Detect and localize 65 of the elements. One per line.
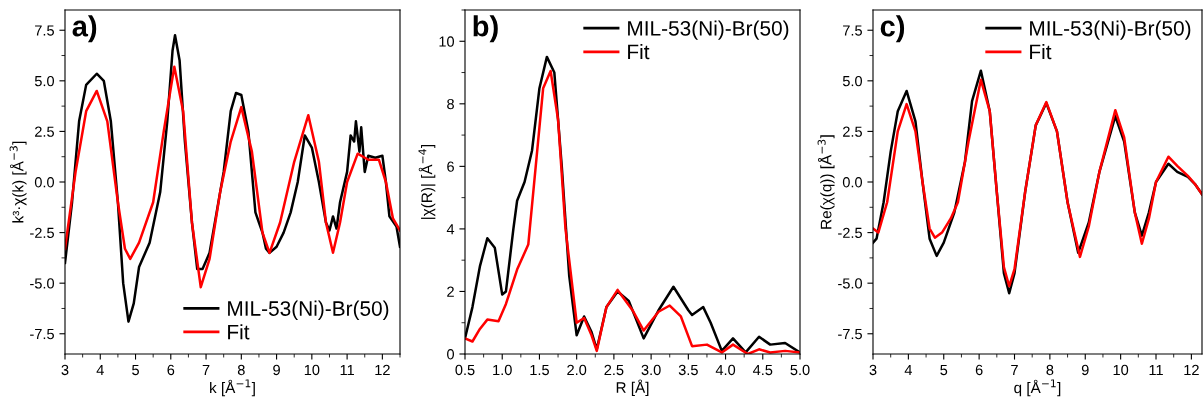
y-tick-label: 2.5	[35, 126, 54, 137]
legend-label: Fit	[1030, 44, 1052, 60]
y-axis-title: Re(χ(q)) [Å$^{−3}$]	[817, 135, 835, 229]
chart-title: c)	[880, 15, 905, 43]
y-tick-label: -7.5	[30, 329, 54, 340]
y-tick-label: 7.5	[843, 25, 862, 36]
x-axis-title: k [Å$^{−1}$]	[210, 379, 255, 397]
y-axis-title: k³·χ(k) [Å$^{−3}$]	[9, 141, 27, 223]
x-tick-label: 3.5	[678, 364, 698, 376]
y-tick-label: 5.0	[842, 75, 863, 87]
x-axis-title: R [Å]	[616, 379, 649, 396]
y-tick-label: -2.5	[30, 227, 54, 239]
x-tick-label: 2.0	[567, 364, 587, 376]
legend-label: MIL-53(Ni)-Br(50)	[1030, 20, 1191, 40]
x-tick-label: 9	[273, 364, 280, 376]
y-tick-label: -5.0	[838, 278, 863, 289]
legend-label: MIL-53(Ni)-Br(50)	[628, 20, 789, 40]
x-tick-label: 7	[1011, 364, 1018, 375]
x-tick-label: 5	[132, 364, 139, 376]
y-tick-label: 8	[447, 98, 454, 110]
x-tick-label: 5.0	[790, 364, 810, 376]
x-tick-label: 6	[975, 364, 983, 376]
y-tick-label: 5.0	[34, 75, 55, 87]
x-tick-label: 8	[1046, 364, 1054, 376]
y-tick-label: 7.5	[35, 25, 54, 36]
x-tick-label: 3	[61, 364, 69, 376]
x-tick-label: 4.5	[752, 364, 773, 376]
x-tick-label: 3	[869, 364, 877, 376]
y-tick-label: 6	[447, 161, 454, 172]
y-tick-label: 2	[447, 286, 454, 297]
x-tick-label: 12	[1184, 364, 1199, 375]
y-tick-label: 2.5	[843, 126, 862, 137]
x-tick-label: 5	[940, 364, 948, 376]
x-tick-label: 4.0	[715, 364, 736, 376]
x-tick-label: 9	[1081, 364, 1089, 376]
x-tick-label: 10	[1113, 364, 1129, 376]
x-tick-label: 1.5	[530, 364, 549, 376]
y-tick-label: -5.0	[30, 278, 55, 289]
x-tick-label: 11	[1149, 364, 1163, 375]
y-tick-label: 0	[447, 349, 455, 360]
y-axis-title: |χ(R)| [Å$^{−4}$]	[418, 144, 436, 219]
y-tick-label: 4	[446, 224, 455, 235]
x-tick-label: 8	[237, 364, 245, 376]
x-tick-label: 1.0	[493, 364, 512, 376]
chart-title: b)	[473, 15, 498, 43]
y-tick-label: -7.5	[838, 329, 862, 340]
y-tick-label: 0.0	[34, 177, 55, 188]
x-tick-label: 4	[96, 364, 104, 375]
y-tick-label: -2.5	[838, 227, 862, 239]
x-tick-label: 3.0	[641, 364, 661, 376]
chart-title: a)	[72, 15, 97, 43]
y-tick-label: 0.0	[842, 177, 863, 188]
x-tick-label: 4	[904, 364, 913, 375]
x-tick-label: 12	[375, 364, 390, 375]
legend-label: Fit	[228, 324, 250, 340]
x-axis-title: q [Å$^{−1}$]	[1014, 379, 1061, 397]
legend-label: MIL-53(Ni)-Br(50)	[228, 300, 389, 320]
y-tick-label: 10	[439, 36, 455, 47]
x-tick-label: 0.5	[455, 364, 475, 376]
x-tick-label: 6	[167, 364, 175, 376]
x-tick-label: 10	[304, 364, 320, 376]
x-tick-label: 7	[202, 364, 210, 375]
x-tick-label: 11	[340, 364, 354, 375]
legend-label: Fit	[628, 44, 650, 60]
x-tick-label: 2.5	[604, 364, 624, 376]
